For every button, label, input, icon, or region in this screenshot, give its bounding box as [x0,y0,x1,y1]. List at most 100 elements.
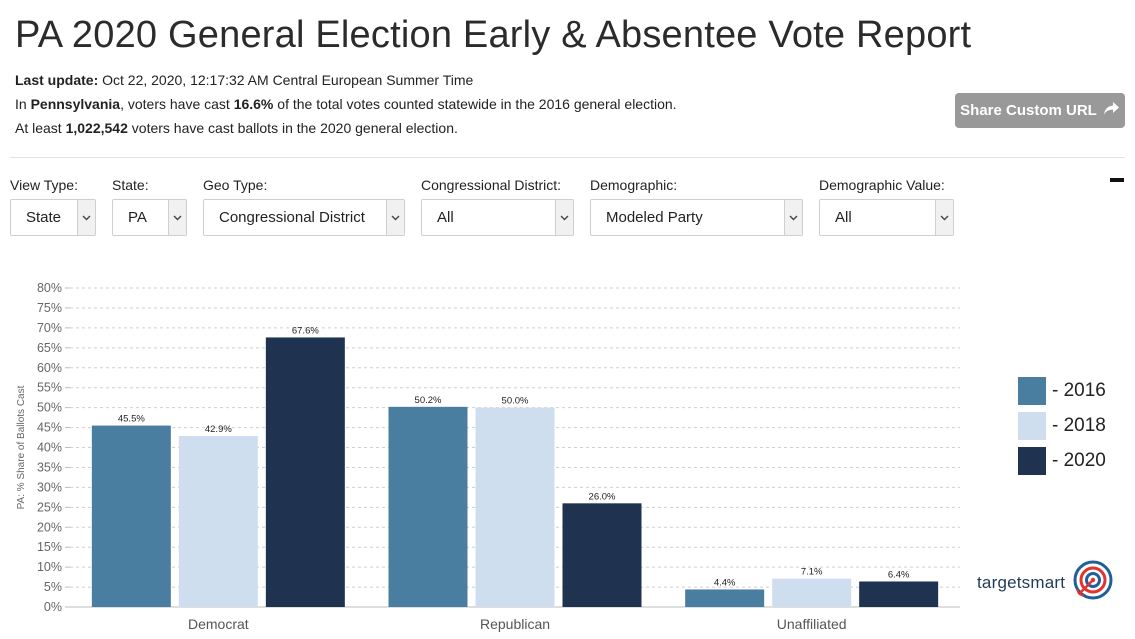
demographic-filter: Demographic: Modeled Party [590,177,803,236]
x-category-label: Unaffiliated [777,616,847,632]
state-filter: State: PA [112,177,187,236]
geo-type-value: Congressional District [219,209,365,226]
bar-data-label: 7.1% [801,567,823,578]
target-icon [1073,560,1113,605]
y-tick-label: 80% [37,281,62,295]
bar-data-label: 6.4% [888,569,910,580]
y-tick-label: 50% [37,401,62,415]
bar [859,581,939,607]
share-arrow-icon [1103,101,1120,120]
legend-label-2018: - 2018 [1052,415,1106,436]
demographic-value-filter: Demographic Value: All [819,177,954,236]
view-type-select[interactable]: State [10,199,96,236]
line3-suffix: voters have cast ballots in the 2020 gen… [127,120,458,136]
chevron-down-icon [555,200,573,235]
y-tick-label: 15% [37,540,62,554]
y-axis-label: PA: % Share of Ballots Cast [16,385,27,509]
share-custom-url-button[interactable]: Share Custom URL [955,93,1125,128]
bar-data-label: 45.5% [118,414,145,425]
geo-type-filter: Geo Type: Congressional District [203,177,405,236]
chevron-down-icon [77,200,95,235]
demographic-value-label: Demographic Value: [819,177,945,193]
view-type-value: State [26,209,62,226]
demographic-select[interactable]: Modeled Party [590,199,803,236]
y-tick-label: 30% [37,480,62,494]
bar [91,425,171,607]
y-tick-label: 0% [44,600,62,614]
vote-share-chart: 0% 5% 10% 15% 20% 25% 30% 35% 40% 45% 50% 55% 60% 65%… [16,281,960,632]
legend-item-2018: - 2018 [1018,409,1106,443]
state-label: State: [112,177,149,193]
bar [562,503,642,607]
y-tick-label: 10% [37,560,62,574]
legend-label-2016: - 2016 [1052,380,1106,401]
bar-data-label: 50.0% [502,396,529,407]
last-update-line: Last update: Oct 22, 2020, 12:17:32 AM C… [15,72,473,88]
y-tick-label: 65% [37,341,62,355]
x-category-label: Republican [480,616,550,632]
line2-suffix: of the total votes counted statewide in … [273,96,677,112]
legend-swatch-2016 [1018,377,1046,405]
view-type-label: View Type: [10,177,78,193]
chevron-down-icon [386,200,404,235]
state-select[interactable]: PA [112,199,187,236]
legend-swatch-2018 [1018,412,1046,440]
votes-share-line: In Pennsylvania, voters have cast 16.6% … [15,96,677,112]
brand-name: targetsmart [977,572,1066,592]
y-tick-label: 60% [37,361,62,375]
page-title: PA 2020 General Election Early & Absente… [15,14,972,56]
bar-data-label: 26.0% [589,491,616,502]
state-value: PA [128,209,147,226]
collapse-filters-button[interactable] [1110,178,1124,182]
bar [772,578,852,607]
congressional-district-value: All [437,209,454,226]
demographic-value-value: All [835,209,852,226]
legend-item-2020: - 2020 [1018,444,1106,478]
legend-item-2016: - 2016 [1018,374,1106,408]
chevron-down-icon [935,200,953,235]
y-tick-label: 70% [37,321,62,335]
chevron-down-icon [784,200,802,235]
bar [685,589,765,607]
ballot-count-line: At least 1,022,542 voters have cast ball… [15,120,458,136]
line2-mid: , voters have cast [120,96,234,112]
congressional-district-filter: Congressional District: All [421,177,574,236]
y-tick-label: 35% [37,460,62,474]
congressional-district-label: Congressional District: [421,177,562,193]
y-tick-label: 40% [37,441,62,455]
x-category-label: Democrat [188,616,249,632]
view-type-filter: View Type: State [10,177,96,236]
share-percent: 16.6% [233,96,274,112]
bar [178,435,258,607]
demographic-value: Modeled Party [606,209,703,226]
y-tick-label: 20% [37,520,62,534]
line2-prefix: In [15,96,31,112]
bar-data-label: 42.9% [205,424,232,435]
chevron-down-icon [168,200,186,235]
targetsmart-brand: targetsmart [977,560,1113,605]
y-tick-label: 45% [37,421,62,435]
y-tick-label: 5% [44,580,62,594]
y-tick-label: 75% [37,301,62,315]
chart-legend: - 2016 - 2018 - 2020 [1018,374,1106,479]
bar [265,337,345,607]
demographic-label: Demographic: [590,177,678,193]
bar-data-label: 67.6% [292,325,319,336]
line3-prefix: At least [15,120,66,136]
bar-data-label: 50.2% [415,395,442,406]
bar-data-label: 4.4% [714,577,736,588]
header-divider [10,157,1125,158]
bar [388,406,468,607]
legend-swatch-2020 [1018,447,1046,475]
y-tick-label: 25% [37,500,62,514]
last-update-label: Last update: [15,72,99,88]
congressional-district-select[interactable]: All [421,199,574,236]
bar [475,407,555,607]
share-button-label: Share Custom URL [960,102,1097,119]
geo-type-label: Geo Type: [203,177,268,193]
geo-type-select[interactable]: Congressional District [203,199,405,236]
last-update-value: Oct 22, 2020, 12:17:32 AM Central Europe… [98,72,474,88]
legend-label-2020: - 2020 [1052,450,1106,471]
ballot-count: 1,022,542 [65,120,128,136]
demographic-value-select[interactable]: All [819,199,954,236]
